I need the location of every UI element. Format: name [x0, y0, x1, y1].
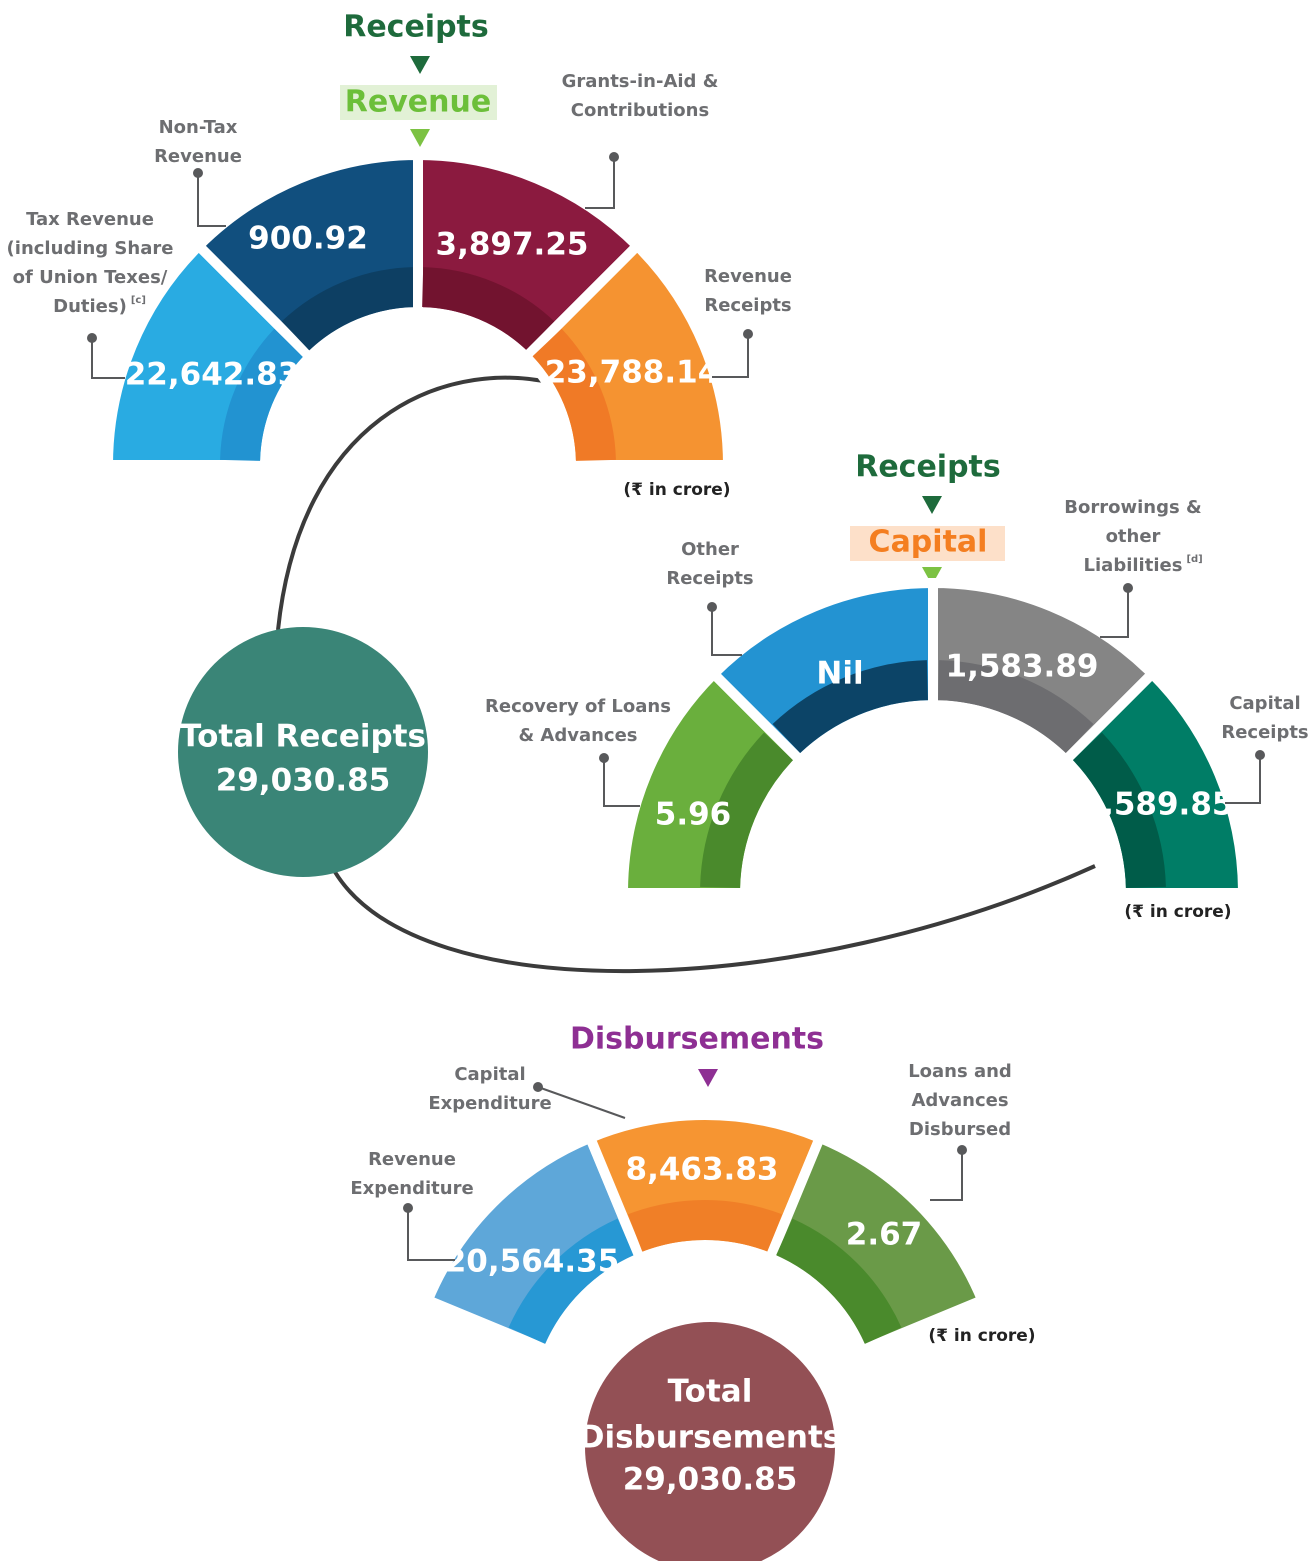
leader-line: [712, 334, 749, 378]
segment-band: [220, 328, 304, 461]
leader-dot: [609, 152, 619, 162]
segment-band: [700, 732, 794, 888]
leader-dot: [599, 753, 609, 763]
subtitle-box: [850, 526, 1005, 561]
segment: [763, 1131, 989, 1357]
arrow: [410, 129, 430, 147]
leader-line: [603, 758, 640, 807]
total-circle: [178, 627, 428, 877]
segment-value: 900.92: [248, 221, 368, 257]
arrow: [922, 567, 942, 585]
total-value: 29,030.85: [216, 763, 391, 799]
segment-value: 1,583.89: [946, 649, 1099, 685]
footnote-mark: [c]: [131, 295, 146, 306]
segment-label: & Advances: [518, 725, 637, 746]
total-label: Total Receipts: [180, 719, 426, 755]
group-title: Disbursements: [570, 1022, 824, 1057]
segment-band: [1072, 732, 1166, 888]
segment-value: 20,564.35: [445, 1244, 620, 1280]
leader-dot: [743, 329, 753, 339]
segment-label: Tax Revenue: [26, 209, 154, 230]
total-label: Total: [668, 1374, 753, 1410]
footnote-mark: [d]: [1186, 554, 1202, 565]
segment-band: [627, 1200, 783, 1252]
segment-label: Liabilities: [1084, 555, 1183, 576]
segment-band: [938, 660, 1094, 754]
segment-band: [772, 660, 928, 754]
segment-label: Contributions: [571, 100, 709, 121]
segment-value: 5.96: [655, 797, 732, 833]
leader-dot: [87, 333, 97, 343]
arrow: [922, 496, 942, 514]
segment-label: Receipts: [1221, 722, 1308, 743]
segment-value: 23,788.14: [545, 355, 720, 391]
leader-dot: [957, 1145, 967, 1155]
segment-label: Revenue: [154, 146, 242, 167]
segment-band: [281, 267, 414, 351]
segment-value: 1,589.85: [1081, 787, 1234, 823]
unit-note: (₹ in crore): [1124, 902, 1231, 922]
leader-line: [537, 1086, 626, 1119]
group-subtitle: Revenue: [345, 85, 491, 120]
segment-label: Revenue: [368, 1149, 456, 1170]
connector: [333, 864, 1096, 973]
leader-line: [711, 607, 742, 656]
segment-label: of Union Texes/: [13, 267, 168, 288]
unit-note: (₹ in crore): [928, 1326, 1035, 1346]
segment-value: 8,463.83: [626, 1152, 779, 1188]
segment-label: Capital: [454, 1064, 525, 1085]
total-value: 29,030.85: [623, 1462, 798, 1498]
leader-line: [585, 157, 615, 209]
total-circle: [585, 1322, 835, 1561]
leader-line: [407, 1208, 455, 1261]
leader-line: [1100, 588, 1129, 638]
segment-value: Nil: [816, 656, 863, 692]
segment-label: Advances: [911, 1090, 1008, 1111]
segment-label: Expenditure: [350, 1178, 473, 1199]
segment-band: [508, 1218, 634, 1344]
leader-line: [91, 338, 125, 379]
segment-band: [776, 1218, 902, 1344]
leader-dot: [1123, 583, 1133, 593]
segment-label: Receipts: [704, 295, 791, 316]
segment-label: Expenditure: [428, 1093, 551, 1114]
segment-label: other: [1106, 526, 1161, 547]
leader-dot: [707, 602, 717, 612]
segment: [1058, 666, 1249, 898]
segment-value: 3,897.25: [436, 227, 589, 263]
segment-label: Grants-in-Aid &: [562, 71, 719, 92]
segment-label: Capital: [1229, 693, 1300, 714]
segment-label: Duties): [53, 296, 127, 317]
leader-dot: [533, 1082, 543, 1092]
segment-label: Disbursed: [909, 1119, 1011, 1140]
arrow: [698, 1069, 718, 1087]
segment-label: (including Share: [7, 238, 174, 259]
leader-line: [930, 1150, 963, 1201]
leader-dot: [1255, 750, 1265, 760]
total-label: Disbursements: [579, 1420, 842, 1456]
leader-line: [197, 173, 226, 227]
segment-label: Revenue: [704, 266, 792, 287]
group-title: Receipts: [343, 10, 489, 45]
segment-value: 22,642.83: [125, 357, 300, 393]
segment-value: 2.67: [846, 1217, 923, 1253]
leader-dot: [193, 168, 203, 178]
segment-label: Loans and: [908, 1061, 1012, 1082]
segment-band: [532, 328, 616, 461]
leader-dot: [403, 1203, 413, 1213]
group-subtitle: Capital: [869, 525, 988, 560]
segment-label: Borrowings &: [1064, 497, 1201, 518]
segment-label: Non-Tax: [159, 117, 238, 138]
segment-band: [422, 267, 555, 351]
unit-note: (₹ in crore): [623, 480, 730, 500]
segment-label: Receipts: [666, 568, 753, 589]
segment-label: Other: [681, 539, 739, 560]
group-title: Receipts: [855, 450, 1001, 485]
leader-line: [1225, 755, 1261, 804]
segment-label: Recovery of Loans: [485, 696, 671, 717]
subtitle-box: [340, 85, 497, 120]
arrow: [410, 56, 430, 74]
connector: [276, 375, 549, 631]
